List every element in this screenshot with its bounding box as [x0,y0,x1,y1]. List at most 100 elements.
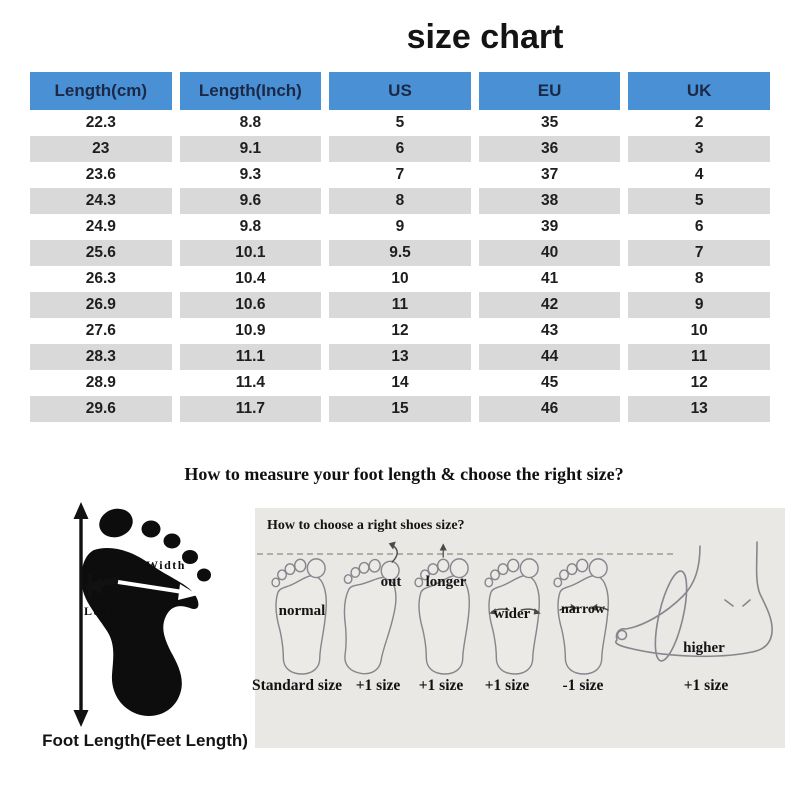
table-row: 26.9 10.6 11 42 9 [30,292,770,318]
foot-label-narrow: narrow [560,602,606,617]
foot-diagram-normal [262,541,342,679]
choose-size-panel: How to choose a right shoes size? [252,508,785,748]
table-cell: 6 [329,136,471,162]
table-cell: 9.5 [329,240,471,266]
table-cell: 9.3 [179,162,322,188]
instep-measure-loop [654,570,688,662]
foot-diagram-out [330,541,410,679]
table-cell: 12 [329,318,471,344]
foot-outline-icon [484,558,541,675]
table-cell: 8 [628,266,770,292]
table-cell: 37 [478,162,621,188]
table-cell: 10.9 [179,318,322,344]
table-cell: 11.4 [179,370,322,396]
foot-label-normal: normal [278,603,326,619]
narrow-arrowhead-left [570,603,578,611]
table-cell: 10.4 [179,266,322,292]
size-adjust-label: +1 size [484,677,530,694]
table-cell: 12 [628,370,770,396]
table-cell: 9 [329,214,471,240]
foot-label-out: out [380,574,402,590]
width-arrow [85,574,198,600]
table-cell: 11 [628,344,770,370]
table-cell: 22.3 [30,110,172,136]
table-cell: 25.6 [30,240,172,266]
side-foot-outline-icon [615,541,773,662]
table-cell: 40 [478,240,621,266]
size-table-body: 22.3 8.8 5 35 2 23 9.1 6 36 3 23.6 9.3 7 37 4 24.3 9.6 8 3… [30,110,770,422]
table-row: 24.9 9.8 9 39 6 [30,214,770,240]
longer-arrowhead [439,543,447,551]
table-cell: 13 [628,396,770,422]
column-header: Length(Inch) [179,72,322,110]
foot-outline-icon [553,558,609,675]
foot-diagram-narrow [544,541,624,679]
table-cell: 26.9 [30,292,172,318]
table-cell: 27.6 [30,318,172,344]
table-cell: 4 [628,162,770,188]
table-cell: 11.1 [179,344,322,370]
column-header: Length(cm) [30,72,172,110]
length-arrow [73,502,89,727]
table-cell: 3 [628,136,770,162]
length-label: Length [84,604,130,618]
table-cell: 5 [628,188,770,214]
table-cell: 39 [478,214,621,240]
table-cell: 24.9 [30,214,172,240]
table-cell: 42 [478,292,621,318]
table-cell: 8 [329,188,471,214]
foot-outline-icon [414,543,470,675]
table-cell: 10 [628,318,770,344]
table-row: 23 9.1 6 36 3 [30,136,770,162]
table-cell: 9.8 [179,214,322,240]
table-cell: 41 [478,266,621,292]
table-cell: 2 [628,110,770,136]
table-cell: 15 [329,396,471,422]
table-row: 22.3 8.8 5 35 2 [30,110,770,136]
table-cell: 9 [628,292,770,318]
panel-heading: How to choose a right shoes size? [267,518,465,533]
table-cell: 6 [628,214,770,240]
table-cell: 23.6 [30,162,172,188]
size-table: Length(cm) Length(Inch) US EU UK 22.3 8.8 5 35 2… [22,72,778,422]
foot-diagram-wider [475,541,555,679]
table-row: 28.3 11.1 13 44 11 [30,344,770,370]
table-row: 25.6 10.1 9.5 40 7 [30,240,770,266]
size-adjust-label: +1 size [355,677,401,694]
foot-outline-icon [271,558,327,675]
table-cell: 24.3 [30,188,172,214]
table-cell: 13 [329,344,471,370]
table-cell: 7 [329,162,471,188]
table-cell: 44 [478,344,621,370]
column-header: US [329,72,471,110]
page-title: size chart [406,18,564,56]
table-cell: 7 [628,240,770,266]
table-cell: 10.6 [179,292,322,318]
table-cell: 5 [329,110,471,136]
table-cell: 10 [329,266,471,292]
table-cell: 35 [478,110,621,136]
out-arrowhead [388,541,396,550]
toe-alignment-line [257,553,673,555]
table-cell: 28.9 [30,370,172,396]
table-cell: 9.1 [179,136,322,162]
size-adjust-label: -1 size [562,677,604,694]
foot-label-higher: higher [683,640,725,656]
foot-label-longer: longer [425,574,467,590]
width-label: Width [146,558,186,572]
footprint-illustration [73,502,211,727]
size-table-head: Length(cm) Length(Inch) US EU UK [30,72,770,110]
table-cell: 8.8 [179,110,322,136]
foot-outline-icon [343,541,400,675]
table-cell: 26.3 [30,266,172,292]
header-row: Length(cm) Length(Inch) US EU UK [30,72,770,110]
size-adjust-label: +1 size [418,677,464,694]
table-cell: 14 [329,370,471,396]
table-cell: 38 [478,188,621,214]
table-row: 26.3 10.4 10 41 8 [30,266,770,292]
table-cell: 10.1 [179,240,322,266]
foot-measure-figure: Width Length [38,496,253,728]
column-header: UK [628,72,770,110]
table-row: 28.9 11.4 14 45 12 [30,370,770,396]
